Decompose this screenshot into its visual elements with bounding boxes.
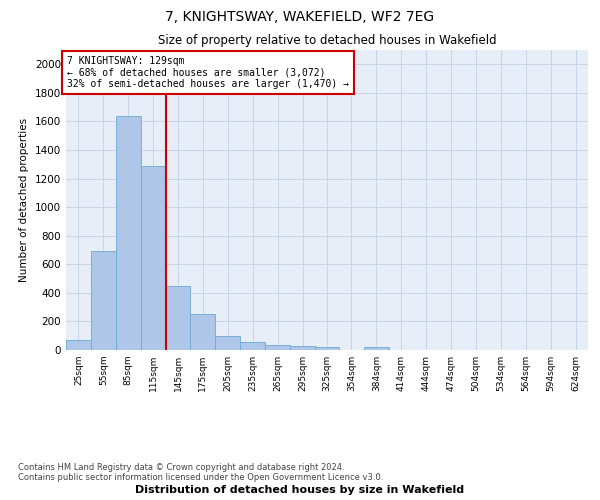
Text: Contains public sector information licensed under the Open Government Licence v3: Contains public sector information licen… xyxy=(18,472,383,482)
Bar xyxy=(215,336,240,350)
Y-axis label: Number of detached properties: Number of detached properties xyxy=(19,118,29,282)
Bar xyxy=(166,286,190,350)
Title: Size of property relative to detached houses in Wakefield: Size of property relative to detached ho… xyxy=(158,34,496,48)
Bar xyxy=(91,250,116,350)
Bar xyxy=(240,342,265,350)
Bar xyxy=(116,116,140,350)
Text: 7 KNIGHTSWAY: 129sqm
← 68% of detached houses are smaller (3,072)
32% of semi-de: 7 KNIGHTSWAY: 129sqm ← 68% of detached h… xyxy=(67,56,349,89)
Bar xyxy=(315,347,339,350)
Bar xyxy=(364,347,389,350)
Bar xyxy=(290,346,315,350)
Bar xyxy=(265,344,290,350)
Bar xyxy=(66,340,91,350)
Bar xyxy=(190,314,215,350)
Text: 7, KNIGHTSWAY, WAKEFIELD, WF2 7EG: 7, KNIGHTSWAY, WAKEFIELD, WF2 7EG xyxy=(166,10,434,24)
Text: Contains HM Land Registry data © Crown copyright and database right 2024.: Contains HM Land Registry data © Crown c… xyxy=(18,462,344,471)
Text: Distribution of detached houses by size in Wakefield: Distribution of detached houses by size … xyxy=(136,485,464,495)
Bar xyxy=(140,166,166,350)
